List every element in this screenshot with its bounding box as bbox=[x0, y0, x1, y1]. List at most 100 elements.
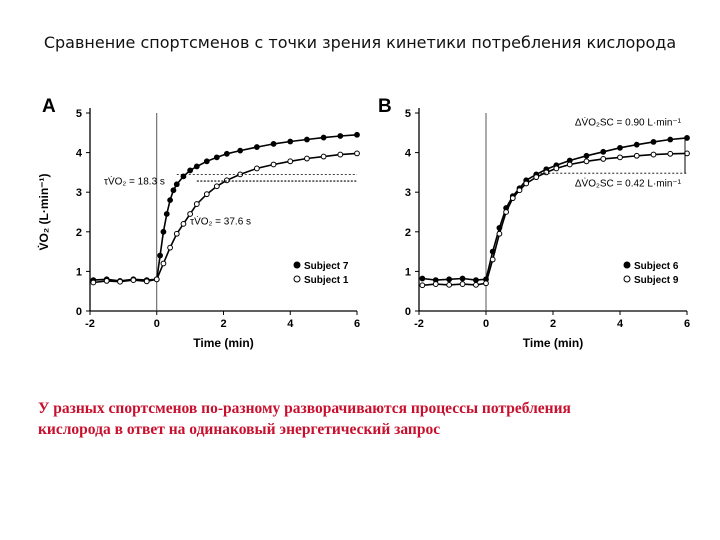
data-point bbox=[337, 133, 344, 139]
data-point bbox=[193, 163, 200, 170]
data-point bbox=[203, 158, 210, 165]
data-point bbox=[187, 211, 194, 217]
data-point bbox=[459, 281, 466, 287]
data-point bbox=[650, 139, 657, 145]
data-point bbox=[509, 195, 516, 202]
data-point bbox=[459, 275, 466, 282]
data-point bbox=[163, 211, 170, 217]
x-axis-label: Time (min) bbox=[523, 336, 583, 350]
data-point bbox=[167, 244, 174, 251]
caption-line-1: У разных спортсменов по-разному разворач… bbox=[38, 400, 571, 417]
y-tick-label: 2 bbox=[76, 227, 82, 239]
x-tick-label: -2 bbox=[85, 318, 95, 330]
data-point bbox=[600, 156, 607, 162]
data-point bbox=[213, 154, 220, 161]
data-point bbox=[583, 158, 590, 165]
y-tick-label: 1 bbox=[405, 266, 411, 278]
x-tick-label: 4 bbox=[287, 318, 294, 330]
x-tick-label: 0 bbox=[154, 318, 160, 330]
data-point bbox=[503, 209, 510, 215]
data-point bbox=[253, 144, 260, 150]
data-point bbox=[130, 277, 137, 284]
y-axis-label: V̇O₂ (L·min⁻¹) bbox=[36, 174, 51, 251]
tau-annotation: τV̇O₂ = 37.6 s bbox=[190, 215, 251, 228]
data-point bbox=[446, 276, 453, 283]
data-point bbox=[617, 154, 623, 161]
data-point bbox=[617, 144, 623, 151]
y-tick-label: 1 bbox=[76, 266, 82, 278]
delta-annotation: ΔV̇O₂SC = 0.90 L·min⁻¹ bbox=[575, 116, 682, 129]
y-tick-label: 5 bbox=[405, 108, 411, 120]
legend-label: Subject 7 bbox=[304, 261, 349, 272]
data-point bbox=[320, 153, 327, 160]
data-point bbox=[187, 167, 194, 174]
data-point bbox=[583, 152, 590, 159]
data-point bbox=[354, 131, 360, 138]
data-point bbox=[633, 141, 640, 148]
panel-label: B bbox=[378, 96, 392, 117]
data-point bbox=[533, 174, 540, 181]
legend-label: Subject 9 bbox=[634, 275, 679, 286]
data-point bbox=[223, 177, 230, 184]
data-point bbox=[543, 169, 550, 176]
data-point bbox=[203, 191, 210, 198]
data-point bbox=[237, 147, 244, 154]
data-point bbox=[633, 152, 640, 159]
caption-line-2: кислорода в ответ на одинаковый энергети… bbox=[38, 421, 441, 438]
x-tick-label: 0 bbox=[483, 318, 489, 330]
data-point bbox=[523, 180, 530, 187]
data-point bbox=[600, 148, 607, 155]
data-point bbox=[160, 228, 167, 235]
y-tick-label: 0 bbox=[76, 306, 82, 318]
data-point bbox=[173, 181, 180, 188]
data-point bbox=[566, 161, 573, 168]
x-tick-label: 4 bbox=[617, 318, 624, 330]
data-point bbox=[553, 165, 560, 172]
data-point bbox=[419, 282, 426, 289]
legend-marker bbox=[293, 261, 301, 269]
data-point bbox=[304, 136, 310, 143]
data-point bbox=[667, 136, 674, 143]
data-point bbox=[180, 220, 187, 227]
data-point bbox=[90, 279, 97, 286]
y-tick-label: 2 bbox=[405, 227, 411, 239]
data-point bbox=[516, 187, 523, 194]
series-line bbox=[422, 137, 688, 281]
series-subject-9 bbox=[419, 150, 690, 289]
data-point bbox=[117, 278, 123, 285]
panel-label: A bbox=[42, 96, 56, 117]
data-point bbox=[287, 138, 294, 145]
data-point bbox=[193, 201, 200, 207]
data-point bbox=[667, 150, 674, 157]
tau-annotation: τV̇O₂ = 18.3 s bbox=[104, 175, 165, 188]
y-tick-label: 3 bbox=[76, 187, 82, 199]
data-point bbox=[170, 187, 177, 194]
data-point bbox=[160, 260, 167, 267]
legend-marker bbox=[293, 275, 301, 283]
data-point bbox=[167, 197, 174, 204]
x-tick-label: 6 bbox=[354, 318, 360, 330]
data-point bbox=[304, 155, 310, 162]
data-point bbox=[432, 281, 439, 287]
data-point bbox=[489, 256, 496, 263]
data-point bbox=[419, 275, 426, 282]
data-point bbox=[153, 276, 160, 283]
data-point bbox=[180, 173, 187, 180]
slide-title: Сравнение спортсменов с точки зрения кин… bbox=[43, 33, 677, 52]
data-point bbox=[483, 280, 489, 287]
data-point bbox=[473, 277, 479, 284]
data-point bbox=[354, 150, 360, 157]
data-point bbox=[270, 161, 277, 168]
y-tick-label: 4 bbox=[76, 148, 83, 160]
y-tick-label: 3 bbox=[405, 187, 411, 199]
legend-marker bbox=[623, 261, 631, 269]
y-tick-label: 4 bbox=[405, 148, 412, 160]
data-point bbox=[473, 281, 479, 288]
x-tick-label: 2 bbox=[550, 318, 556, 330]
data-point bbox=[650, 151, 657, 158]
legend-label: Subject 1 bbox=[304, 275, 349, 286]
data-point bbox=[287, 158, 294, 165]
